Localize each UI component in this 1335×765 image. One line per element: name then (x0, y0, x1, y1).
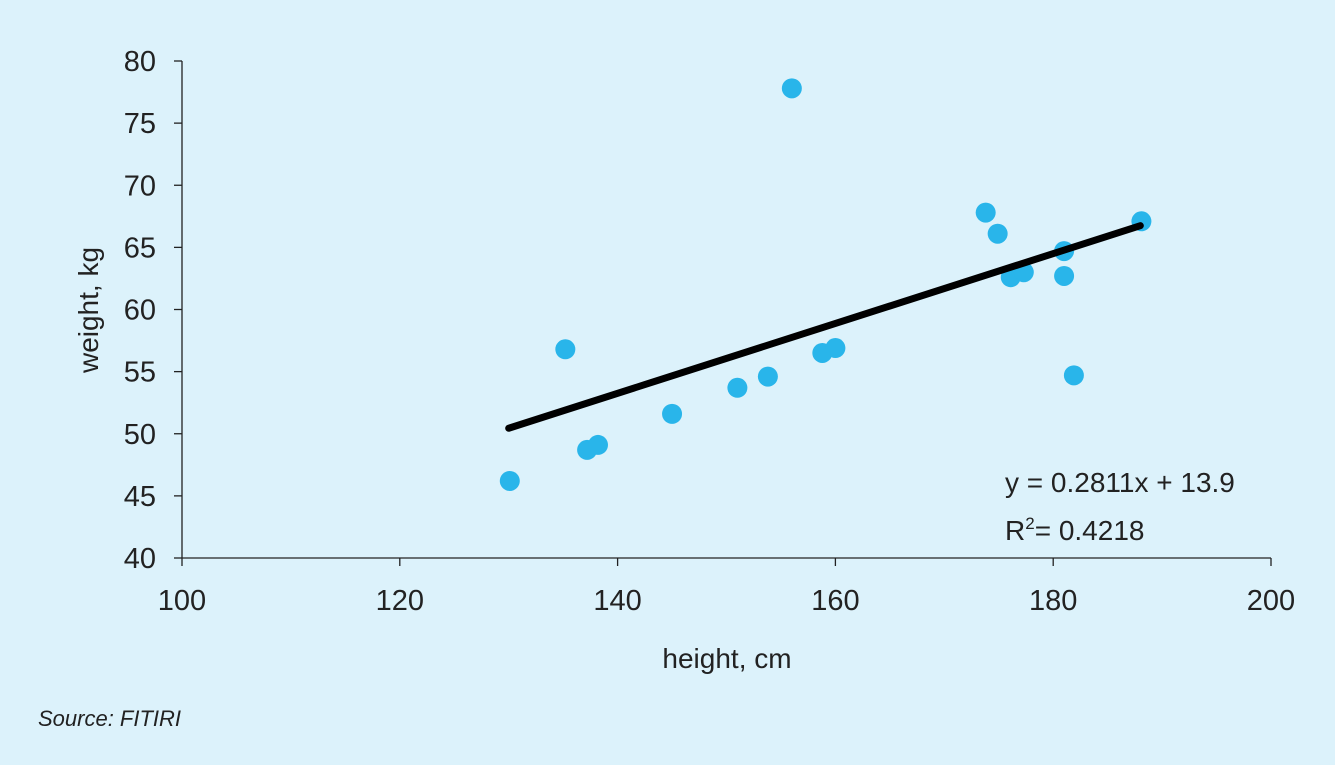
y-tick-label: 55 (124, 357, 156, 389)
x-tick-label: 180 (1029, 585, 1077, 617)
x-tick-label: 140 (593, 585, 641, 617)
y-tick-label: 75 (124, 108, 156, 140)
y-ticks: 40 45 50 55 60 65 70 75 80 (124, 46, 182, 575)
data-point (975, 202, 996, 223)
data-point (555, 339, 576, 360)
data-point (1063, 365, 1084, 386)
r-squared-letter: R (1005, 515, 1025, 546)
data-point (662, 403, 683, 424)
data-point (727, 377, 748, 398)
trendline (505, 222, 1144, 432)
data-point (757, 366, 778, 387)
x-tick-label: 120 (376, 585, 424, 617)
y-tick-label: 70 (124, 170, 156, 202)
y-axis-title: weight, kg (73, 247, 104, 374)
y-tick-label: 45 (124, 481, 156, 513)
y-tick-label: 50 (124, 419, 156, 451)
data-point (499, 470, 520, 491)
x-tick-label: 200 (1247, 585, 1295, 617)
data-point (587, 434, 608, 455)
data-point (987, 223, 1008, 244)
x-ticks: 100 120 140 160 180 200 (158, 558, 1295, 617)
r-squared: R2= 0.4218 (1005, 514, 1144, 546)
data-point (1054, 265, 1075, 286)
data-points (499, 78, 1152, 491)
data-point (825, 338, 846, 359)
y-tick-label: 60 (124, 295, 156, 327)
x-tick-label: 160 (811, 585, 859, 617)
x-axis-title: height, cm (662, 643, 791, 674)
source-note: Source: FITIRI (38, 706, 182, 731)
r-squared-exponent: 2 (1025, 514, 1034, 533)
r-squared-value: = 0.4218 (1035, 515, 1145, 546)
y-tick-label: 40 (124, 543, 156, 575)
y-tick-label: 80 (124, 46, 156, 78)
data-point (781, 78, 802, 99)
y-tick-label: 65 (124, 232, 156, 264)
x-tick-label: 100 (158, 585, 206, 617)
trend-equation: y = 0.2811x + 13.9 (1005, 467, 1235, 498)
